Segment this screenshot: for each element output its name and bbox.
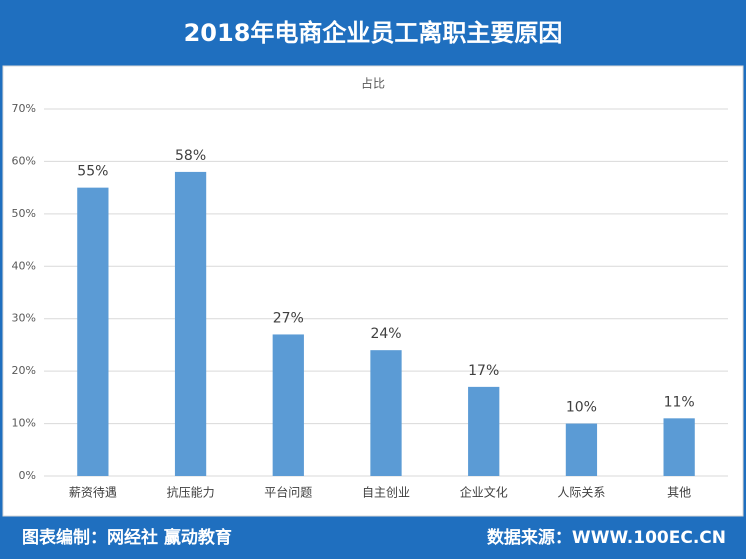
y-tick-label: 0% [19, 469, 36, 482]
y-tick-label: 70% [12, 102, 36, 115]
x-tick-label: 抗压能力 [167, 485, 215, 500]
x-tick-label: 薪资待遇 [69, 486, 117, 500]
value-label: 58% [175, 148, 206, 164]
y-tick-label: 20% [12, 364, 36, 377]
x-tick-label: 其他 [667, 486, 691, 500]
value-label: 10% [566, 400, 597, 416]
y-tick-label: 40% [12, 259, 36, 272]
value-label: 27% [273, 310, 304, 326]
bar [663, 418, 695, 476]
x-tick-label: 企业文化 [460, 485, 508, 500]
bar [174, 171, 207, 476]
bar [77, 187, 109, 476]
bar [370, 350, 402, 476]
y-tick-label: 60% [12, 154, 36, 167]
bar [272, 334, 304, 476]
bar [468, 386, 500, 476]
value-label: 11% [664, 394, 695, 410]
bar [565, 423, 598, 476]
y-tick-label: 10% [12, 417, 36, 430]
chart-title: 2018年电商企业员工离职主要原因 [184, 19, 563, 47]
x-tick-label: 人际关系 [557, 486, 605, 500]
footer-credit: 图表编制：网经社 赢动教育 [22, 527, 232, 548]
x-tick-label: 自主创业 [362, 486, 410, 500]
footer-source: 数据来源：WWW.100EC.CN [487, 527, 726, 548]
y-tick-label: 30% [12, 312, 36, 325]
value-label: 17% [468, 363, 499, 379]
y-tick-label: 50% [12, 207, 36, 220]
value-label: 24% [370, 326, 401, 342]
x-tick-label: 平台问题 [264, 485, 312, 500]
value-label: 55% [77, 164, 108, 180]
series-name: 占比 [361, 76, 385, 91]
